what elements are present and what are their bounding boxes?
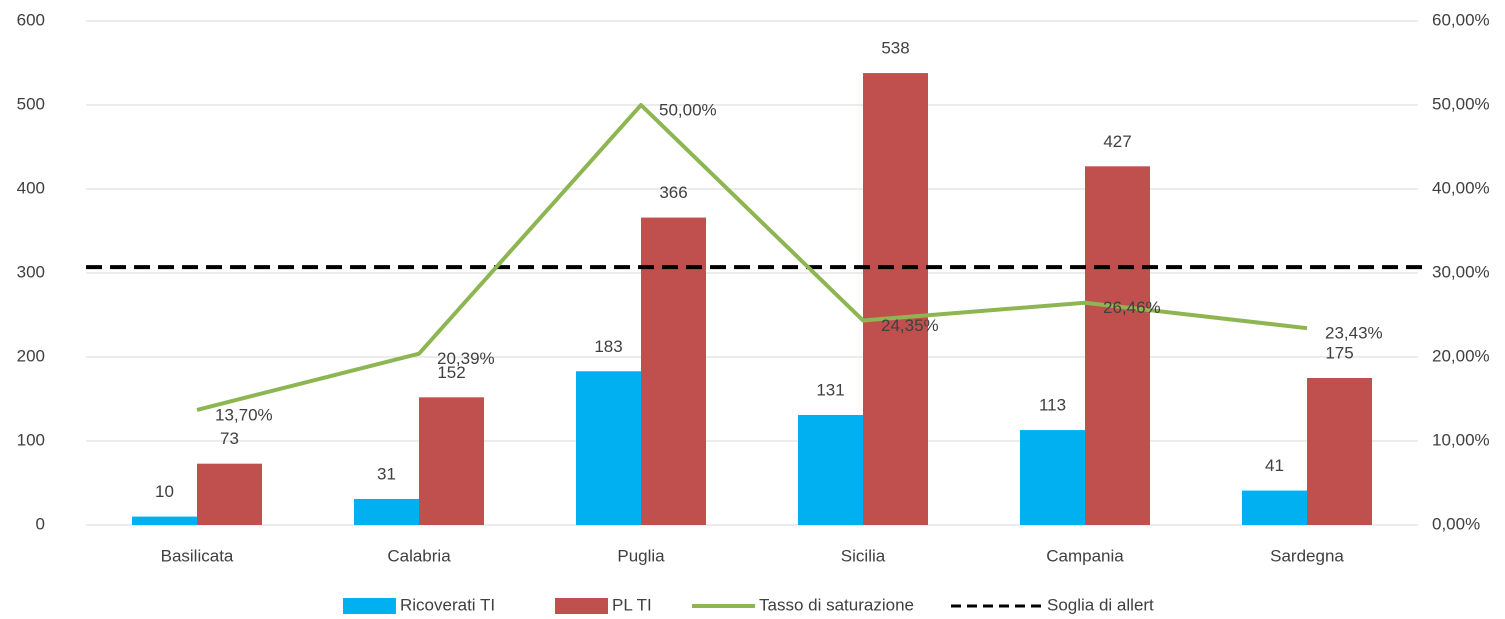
x-tick-label: Basilicata: [161, 546, 234, 565]
bar: [1085, 166, 1150, 525]
legend-label: PL TI: [612, 595, 652, 614]
bar: [1242, 490, 1307, 525]
bar-value-label: 175: [1325, 343, 1353, 362]
bar-value-label: 113: [1039, 396, 1066, 415]
y-tick-label: 0: [36, 514, 45, 533]
y2-tick-label: 40,00%: [1432, 178, 1490, 197]
line-value-label: 26,46%: [1103, 298, 1161, 317]
bar: [1020, 430, 1085, 525]
line-value-label: 23,43%: [1325, 324, 1383, 343]
line-value-label: 24,35%: [881, 316, 939, 335]
x-tick-label: Sicilia: [841, 546, 886, 565]
bar-value-label: 10: [155, 482, 174, 501]
y2-tick-label: 60,00%: [1432, 10, 1490, 29]
line-value-label: 50,00%: [659, 100, 717, 119]
line-value-label: 13,70%: [215, 405, 273, 424]
y2-tick-label: 20,00%: [1432, 346, 1490, 365]
bar: [1307, 378, 1372, 525]
bar: [863, 73, 928, 525]
y-tick-label: 100: [17, 430, 45, 449]
legend-label: Soglia di allert: [1047, 595, 1154, 614]
legend-label: Tasso di saturazione: [759, 595, 914, 614]
bar: [641, 217, 706, 525]
line-series: [196, 103, 1308, 412]
bar: [132, 516, 197, 525]
y2-tick-label: 10,00%: [1432, 430, 1490, 449]
bar-value-label: 31: [377, 464, 396, 483]
bar-value-label: 538: [881, 39, 909, 58]
legend-label: Ricoverati TI: [400, 595, 495, 614]
y-tick-label: 200: [17, 346, 45, 365]
y-tick-label: 400: [17, 178, 45, 197]
bar: [419, 397, 484, 525]
y-tick-label: 500: [17, 94, 45, 113]
y2-tick-label: 30,00%: [1432, 262, 1490, 281]
bar-value-label: 152: [437, 363, 465, 382]
line-value-label: 20,39%: [437, 349, 495, 368]
bar: [576, 371, 641, 525]
bar: [798, 414, 863, 525]
bar-value-label: 73: [220, 429, 239, 448]
y2-tick-label: 0,00%: [1432, 514, 1480, 533]
x-tick-label: Puglia: [617, 546, 665, 565]
y-tick-label: 300: [17, 262, 45, 281]
x-tick-label: Campania: [1046, 546, 1124, 565]
legend-swatch: [555, 598, 608, 614]
bar: [354, 498, 419, 525]
x-tick-label: Calabria: [387, 546, 451, 565]
x-tick-label: Sardegna: [1270, 546, 1344, 565]
bar-value-label: 366: [659, 183, 687, 202]
bar-value-label: 183: [594, 337, 622, 356]
y-tick-label: 600: [17, 10, 45, 29]
bar: [197, 463, 262, 525]
y2-tick-label: 50,00%: [1432, 94, 1490, 113]
bar-value-label: 41: [1265, 456, 1284, 475]
legend-swatch: [343, 598, 396, 614]
bar-value-label: 131: [816, 380, 844, 399]
bar-value-label: 427: [1103, 132, 1131, 151]
